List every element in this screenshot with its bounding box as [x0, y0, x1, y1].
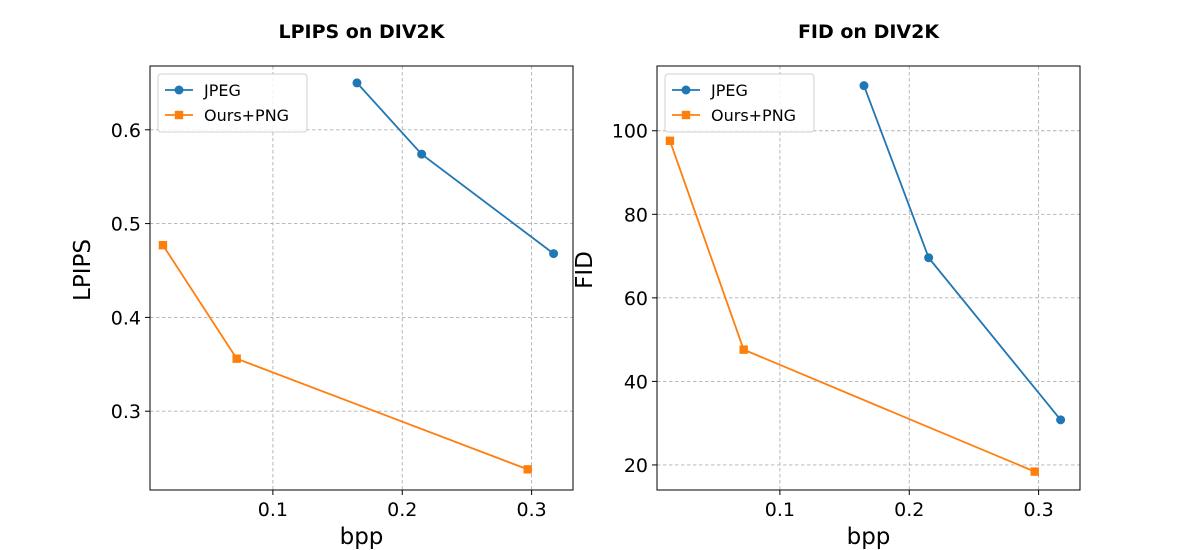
fid-legend-marker-0: [681, 85, 691, 95]
lpips-x-tick-label-1: 0.2: [387, 499, 417, 521]
fid-x-tick-label-1: 0.2: [894, 499, 924, 521]
fid-series-line-1: [669, 140, 1036, 473]
fid-point-0-1: [924, 253, 934, 263]
lpips-plot-frame: [149, 65, 574, 491]
fid-y-tick-label-1: 40: [624, 371, 648, 393]
fid-legend-label-0: JPEG: [710, 81, 748, 100]
fid-point-1-0: [665, 136, 675, 145]
fid-legend-marker-1: [681, 110, 691, 120]
lpips-chart: 0.1 0.2 0.3 0.3 0.4 0.5 0.6 LPIPS on DIV2K bpp LP…: [70, 21, 574, 550]
lpips-legend-marker-1: [174, 110, 184, 120]
fid-y-tick-label-0: 20: [624, 455, 648, 477]
lpips-y-tick-label-3: 0.6: [111, 120, 141, 142]
lpips-point-0-1: [417, 149, 427, 159]
fid-point-0-2: [1056, 415, 1066, 425]
lpips-x-tick-label-0: 0.1: [258, 499, 288, 521]
lpips-legend-box: [157, 73, 308, 133]
fid-y-tick-label-3: 80: [624, 204, 648, 226]
lpips-point-0-2: [549, 249, 559, 259]
fid-legend: JPEG Ours+PNG: [664, 73, 815, 133]
lpips-point-1-2: [523, 465, 532, 474]
lpips-legend-marker-0: [174, 85, 184, 95]
lpips-series-line-1: [162, 244, 529, 471]
fid-plot-frame: [656, 65, 1081, 491]
lpips-legend: JPEG Ours+PNG: [157, 73, 308, 133]
fid-legend-label-1: Ours+PNG: [711, 106, 796, 125]
lpips-y-axis-label: LPIPS: [70, 239, 96, 301]
fid-point-1-2: [1030, 467, 1039, 476]
lpips-y-tick-label-0: 0.3: [111, 401, 141, 423]
lpips-legend-label-0: JPEG: [203, 81, 241, 100]
lpips-y-tick-label-2: 0.5: [111, 214, 141, 236]
lpips-legend-label-1: Ours+PNG: [204, 106, 289, 125]
fid-y-tick-label-4: 100: [612, 121, 648, 143]
lpips-point-1-1: [232, 354, 241, 363]
lpips-series-line-0: [356, 82, 555, 255]
lpips-x-axis-label: bpp: [340, 524, 384, 550]
lpips-x-tick-label-2: 0.3: [516, 499, 546, 521]
lpips-point-0-0: [352, 78, 362, 88]
fid-y-tick-label-2: 60: [624, 288, 648, 310]
fid-x-axis-label: bpp: [847, 524, 891, 550]
fid-series-line-0: [863, 85, 1062, 421]
fid-x-tick-label-2: 0.3: [1023, 499, 1053, 521]
fid-point-0-0: [859, 81, 869, 91]
fid-x-tick-label-0: 0.1: [765, 499, 795, 521]
fid-point-1-1: [739, 345, 748, 354]
lpips-point-1-0: [158, 240, 168, 250]
fid-legend-box: [664, 73, 815, 133]
fid-chart: 0.1 0.2 0.3 20 40 60 80 100 FID on DIV2K bpp FID JP…: [572, 21, 1081, 550]
fid-y-axis-label: FID: [572, 251, 598, 289]
lpips-chart-title: LPIPS on DIV2K: [278, 21, 445, 43]
fid-chart-title: FID on DIV2K: [798, 21, 940, 43]
lpips-y-tick-label-1: 0.4: [111, 307, 141, 329]
